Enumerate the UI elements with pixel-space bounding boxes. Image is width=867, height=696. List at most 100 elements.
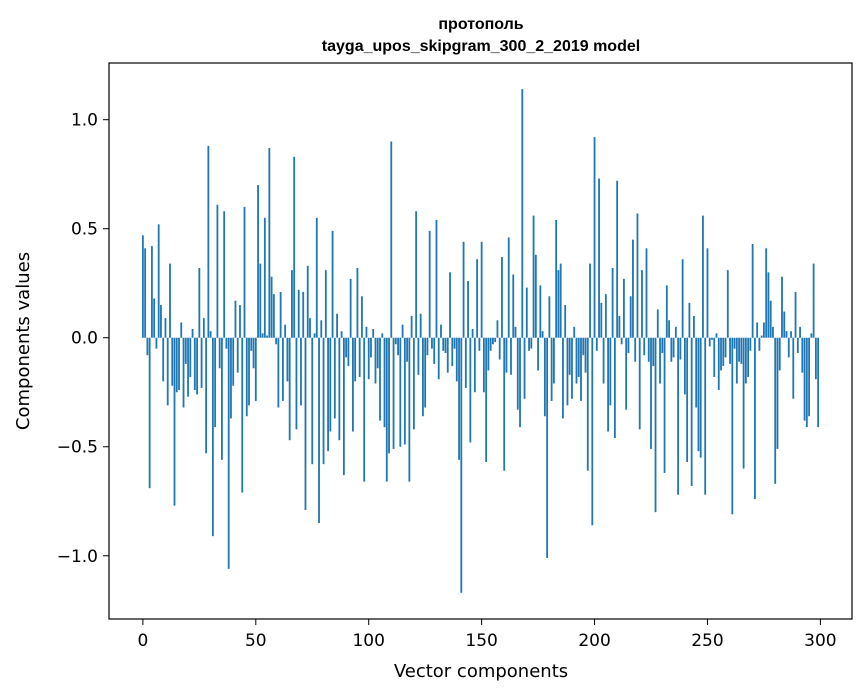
bar <box>496 320 499 338</box>
bar <box>261 333 264 338</box>
bar <box>548 296 551 338</box>
bar <box>584 337 587 373</box>
bar <box>473 337 476 393</box>
bar <box>541 331 544 338</box>
bar <box>189 337 192 377</box>
bar <box>379 337 381 421</box>
bar <box>625 337 628 410</box>
bar <box>191 329 194 338</box>
bar <box>284 324 287 338</box>
bar <box>616 180 619 338</box>
bar <box>598 178 600 338</box>
bar <box>171 337 174 386</box>
bar <box>354 337 357 382</box>
bar <box>498 337 501 360</box>
bar <box>810 333 813 338</box>
bar <box>618 315 621 338</box>
bar <box>178 337 180 391</box>
bar <box>144 248 147 338</box>
bar <box>650 337 652 449</box>
bar <box>417 337 420 375</box>
bar <box>306 265 309 338</box>
bar <box>336 313 338 338</box>
bar <box>333 337 336 419</box>
bar <box>169 263 171 338</box>
bar <box>758 337 761 351</box>
bar <box>259 263 262 338</box>
bar <box>304 337 307 510</box>
y-tick-label: −0.5 <box>57 438 98 458</box>
bar <box>455 337 458 382</box>
bar <box>519 337 521 428</box>
bar <box>799 326 801 338</box>
bar <box>352 337 354 432</box>
bar <box>534 254 537 338</box>
bar <box>214 337 217 428</box>
bar <box>390 141 393 338</box>
bar <box>275 337 278 345</box>
bar <box>796 337 799 353</box>
bar <box>690 337 693 486</box>
bar <box>164 318 167 338</box>
bar <box>607 337 609 432</box>
bar <box>302 291 305 338</box>
bar <box>286 337 289 382</box>
bar <box>458 337 460 460</box>
bar <box>697 337 700 452</box>
bar <box>422 337 424 417</box>
x-tick-label: 300 <box>804 631 836 651</box>
bar <box>157 224 160 338</box>
bar <box>756 322 759 338</box>
bar <box>313 333 316 338</box>
bar <box>726 270 729 338</box>
bar <box>358 337 361 377</box>
bar <box>173 337 176 506</box>
bar <box>663 337 666 473</box>
bar <box>656 309 659 338</box>
bar <box>595 337 598 351</box>
bar <box>593 137 596 338</box>
bar <box>412 337 415 430</box>
bar <box>435 219 438 338</box>
bar <box>641 270 643 338</box>
bar <box>539 285 542 338</box>
bar <box>566 337 569 406</box>
bar <box>184 337 187 364</box>
bar <box>643 337 646 356</box>
bar <box>555 219 558 338</box>
bar <box>765 248 768 338</box>
bar <box>604 294 607 338</box>
bar <box>239 305 241 338</box>
bar <box>394 337 397 345</box>
bar <box>670 337 673 362</box>
bar <box>776 337 779 449</box>
bar <box>740 337 743 364</box>
bar <box>250 337 253 351</box>
bar <box>814 337 817 380</box>
bar <box>464 337 467 388</box>
bar <box>277 337 280 408</box>
bar <box>674 326 677 338</box>
bar <box>652 337 655 367</box>
bar <box>266 335 268 338</box>
bar <box>392 337 395 449</box>
bar <box>672 337 675 358</box>
bar <box>476 259 479 338</box>
bar <box>623 278 625 338</box>
bar <box>781 276 783 338</box>
bar <box>424 337 427 408</box>
bar <box>202 318 205 338</box>
bar <box>668 320 670 338</box>
bar <box>645 248 648 338</box>
bar <box>720 337 722 371</box>
bar <box>817 337 820 428</box>
bar <box>507 237 510 338</box>
bar <box>577 337 580 377</box>
bar <box>340 331 343 338</box>
bar <box>510 337 512 375</box>
bar <box>397 337 399 356</box>
bar <box>227 337 230 569</box>
bar <box>440 324 442 338</box>
bar <box>166 337 169 406</box>
bar <box>257 185 259 338</box>
